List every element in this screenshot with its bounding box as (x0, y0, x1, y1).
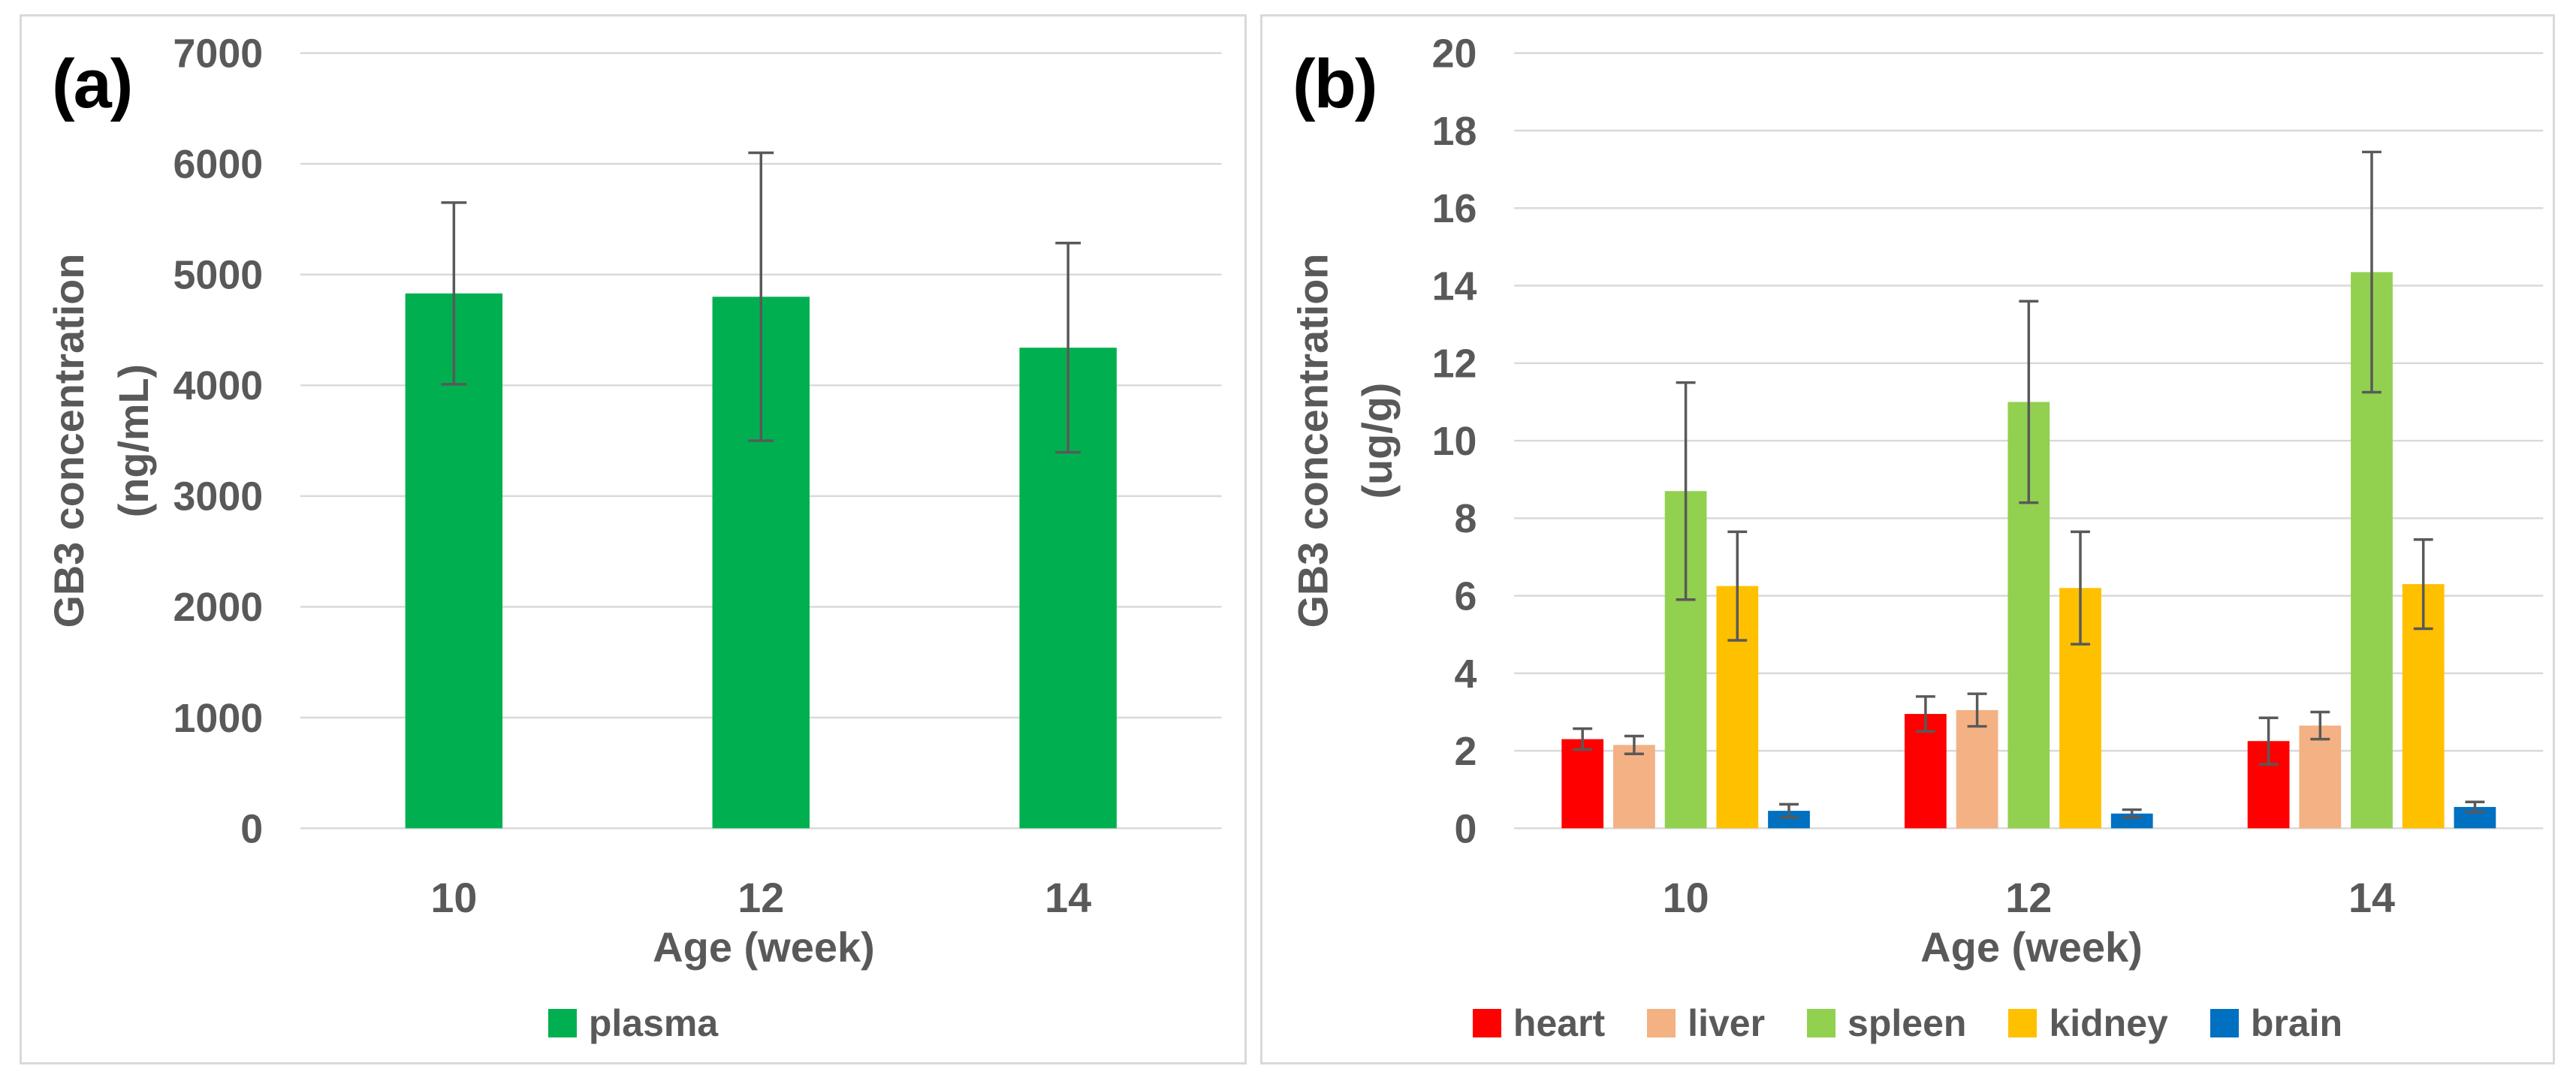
y-tick-label: 1000 (173, 696, 264, 741)
x-axis-title: Age (week) (653, 923, 875, 971)
legend-label: kidney (2049, 1002, 2168, 1044)
panel-letter-b: (b) (1293, 46, 1377, 122)
legend-swatch-brain (2210, 1009, 2239, 1037)
bar-brain-12 (2110, 813, 2153, 829)
y-tick-label: 16 (1432, 186, 1477, 231)
y-tick-label: 2000 (173, 585, 264, 630)
y-axis-title-line: GB3 concentration (46, 254, 92, 628)
y-tick-label: 10 (1432, 419, 1477, 464)
y-tick-label: 18 (1432, 109, 1477, 154)
y-tick-label: 6000 (173, 142, 264, 187)
panel-b: 0 2 4 6 8 10 12 14 16 18 20 10 12 14 GB3 concentration… (1260, 14, 2555, 1064)
legend-swatch-heart (1472, 1009, 1501, 1037)
x-tick-label: 10 (1663, 875, 1709, 921)
x-tick-label: 14 (2348, 875, 2395, 921)
legend-label: liver (1688, 1002, 1766, 1044)
x-tick-label: 12 (2005, 875, 2052, 921)
y-tick-label: 0 (240, 806, 263, 851)
y-tick-label: 8 (1455, 496, 1477, 541)
x-tick-label: 10 (430, 875, 477, 921)
x-tick-label: 14 (1045, 875, 1091, 921)
legend: heart liver spleen kidney brain (1262, 1004, 2553, 1042)
y-tick-label: 4000 (173, 363, 264, 408)
legend: plasma (22, 1004, 1244, 1042)
x-axis-title: Age (week) (1920, 923, 2143, 971)
bar-brain-10 (1768, 811, 1810, 829)
legend-swatch-kidney (2008, 1009, 2038, 1037)
y-tick-label: 0 (1455, 806, 1477, 851)
organ-bar-chart: 0 2 4 6 8 10 12 14 16 18 20 10 12 14 GB3 concentration… (1290, 32, 2544, 921)
legend-swatch-plasma (547, 1009, 577, 1037)
y-tick-label: 14 (1432, 263, 1477, 309)
legend-label: spleen (1848, 1002, 1967, 1044)
x-tick-label: 12 (738, 875, 784, 921)
legend-item-spleen: spleen (1807, 1004, 1966, 1042)
y-tick-label: 2 (1455, 729, 1477, 774)
panel-letter-a: (a) (52, 46, 133, 122)
legend-item-plasma: plasma (547, 1002, 719, 1044)
bar-liver-10 (1613, 745, 1655, 829)
y-axis-title-line: (ng/mL) (110, 364, 157, 517)
y-tick-label: 12 (1432, 342, 1477, 387)
legend-swatch-spleen (1807, 1009, 1836, 1037)
y-tick-label: 5000 (173, 253, 264, 298)
legend-label: heart (1513, 1002, 1606, 1044)
legend-item-liver: liver (1647, 1004, 1765, 1042)
legend-label: brain (2250, 1002, 2343, 1044)
y-axis-title-line: GB3 concentration (1290, 254, 1336, 628)
bar-liver-12 (1956, 709, 1998, 829)
legend-item-kidney: kidney (2008, 1002, 2168, 1044)
panel-a: 0 1000 2000 3000 4000 5000 6000 7000 10 12 14 GB3 c… (20, 14, 1247, 1064)
bar-heart-12 (1905, 714, 1947, 829)
y-tick-label: 7000 (173, 32, 264, 77)
legend-label: plasma (588, 1002, 719, 1044)
legend-item-brain: brain (2210, 1004, 2342, 1042)
legend-item-heart: heart (1472, 1002, 1606, 1044)
y-tick-label: 3000 (173, 474, 264, 519)
plasma-bar-chart: 0 1000 2000 3000 4000 5000 6000 7000 10 12 14 GB3 c… (46, 32, 1222, 921)
bar-liver-14 (2299, 725, 2342, 829)
bar-heart-10 (1561, 739, 1604, 829)
y-tick-label: 4 (1455, 652, 1477, 697)
y-tick-label: 20 (1432, 32, 1477, 77)
y-axis-title-line: (ug/g) (1354, 383, 1401, 499)
legend-swatch-liver (1647, 1009, 1676, 1037)
y-tick-label: 6 (1455, 574, 1477, 619)
